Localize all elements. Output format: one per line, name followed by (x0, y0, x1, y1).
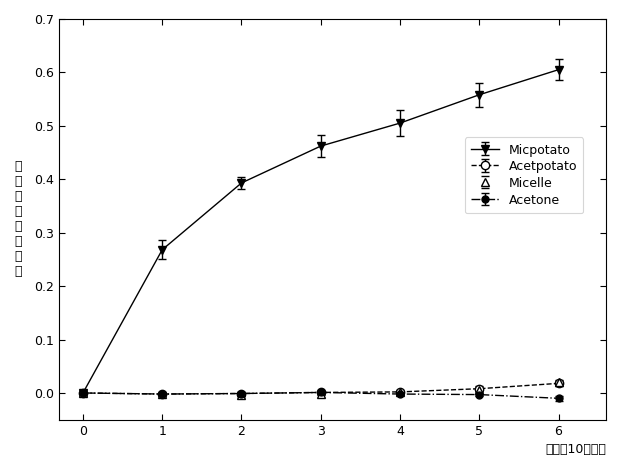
X-axis label: 时间（10分钟）: 时间（10分钟） (545, 443, 606, 456)
Y-axis label: 活
性
氧
的
相
对
产
率: 活 性 氧 的 相 对 产 率 (14, 160, 21, 278)
Legend: Micpotato, Acetpotato, Micelle, Acetone: Micpotato, Acetpotato, Micelle, Acetone (465, 137, 583, 213)
